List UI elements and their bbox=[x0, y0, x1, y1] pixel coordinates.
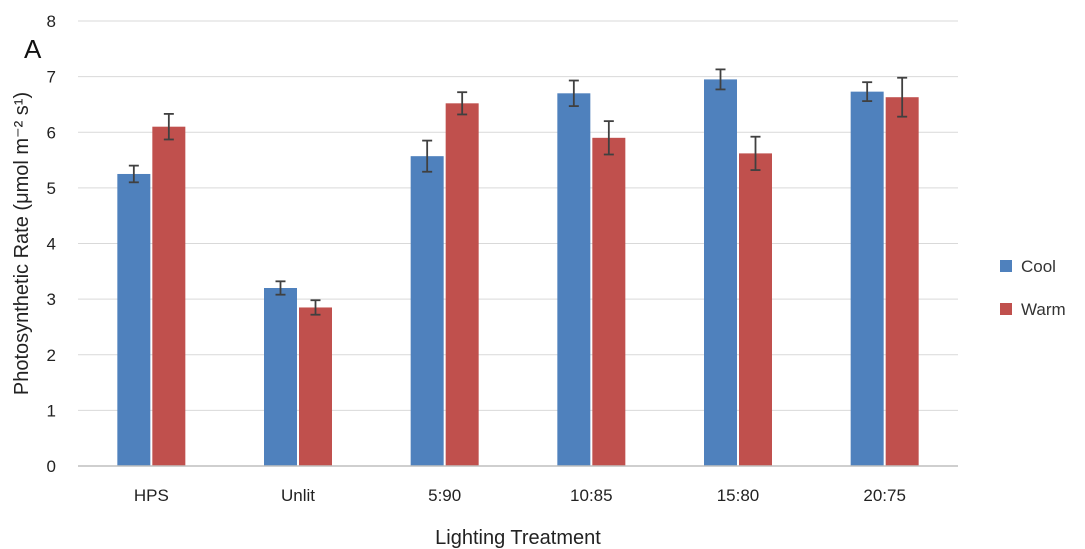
error-bars bbox=[128, 68, 908, 316]
x-tick-label: 5:90 bbox=[428, 486, 461, 505]
legend-label: Warm bbox=[1021, 300, 1066, 319]
gridlines bbox=[78, 20, 958, 411]
bar-warm-2075 bbox=[885, 97, 919, 467]
error-bar bbox=[128, 164, 139, 184]
legend-item-warm: Warm bbox=[1000, 300, 1066, 319]
error-bar bbox=[603, 120, 614, 156]
bar-cool-HPS bbox=[117, 173, 151, 466]
error-bar bbox=[275, 280, 286, 296]
legend: Cool Warm bbox=[1000, 257, 1066, 319]
x-tick-label: 20:75 bbox=[863, 486, 906, 505]
y-tick-label: 7 bbox=[47, 68, 56, 87]
error-bar bbox=[568, 79, 579, 108]
bar-cool-Unlit bbox=[264, 288, 297, 466]
error-bar bbox=[715, 68, 726, 91]
x-axis-title: Lighting Treatment bbox=[435, 527, 601, 549]
error-bar bbox=[163, 112, 174, 141]
legend-item-cool: Cool bbox=[1000, 257, 1056, 276]
y-tick-label: 0 bbox=[47, 457, 56, 476]
error-bar bbox=[897, 76, 908, 118]
error-bar bbox=[310, 299, 321, 316]
x-tick-label: HPS bbox=[134, 486, 169, 505]
y-tick-label: 4 bbox=[47, 235, 56, 254]
x-tick-label: 15:80 bbox=[717, 486, 760, 505]
panel-label: A bbox=[24, 34, 42, 64]
x-tick-labels: HPS Unlit 5:90 10:85 15:80 20:75 bbox=[134, 486, 906, 505]
bar-warm-Unlit bbox=[299, 307, 332, 466]
bar-warm-HPS bbox=[152, 126, 186, 466]
y-tick-label: 6 bbox=[47, 123, 56, 142]
y-axis-title: Photosynthetic Rate (μmol m⁻² s¹) bbox=[11, 92, 33, 395]
bar-warm-1580 bbox=[739, 153, 772, 466]
legend-label: Cool bbox=[1021, 257, 1056, 276]
error-bar bbox=[457, 91, 468, 116]
y-tick-label: 8 bbox=[47, 12, 56, 31]
error-bar bbox=[862, 81, 873, 102]
bar-cool-590 bbox=[410, 156, 444, 466]
bar-warm-1085 bbox=[592, 137, 626, 466]
error-bar bbox=[422, 139, 433, 173]
y-tick-label: 1 bbox=[47, 401, 56, 420]
legend-swatch bbox=[1000, 303, 1012, 315]
y-tick-labels: 0 1 2 3 4 5 6 7 8 bbox=[47, 12, 56, 476]
bar-cool-1580 bbox=[704, 79, 737, 466]
x-tick-label: Unlit bbox=[281, 486, 315, 505]
bar-cool-2075 bbox=[850, 91, 884, 467]
bar-warm-590 bbox=[445, 103, 479, 466]
error-bar bbox=[750, 135, 761, 171]
y-tick-label: 5 bbox=[47, 179, 56, 198]
bar-cool-1085 bbox=[557, 93, 591, 466]
legend-swatch bbox=[1000, 260, 1012, 272]
x-tick-label: 10:85 bbox=[570, 486, 613, 505]
bars bbox=[117, 79, 919, 467]
y-tick-label: 3 bbox=[47, 290, 56, 309]
y-tick-label: 2 bbox=[47, 346, 56, 365]
